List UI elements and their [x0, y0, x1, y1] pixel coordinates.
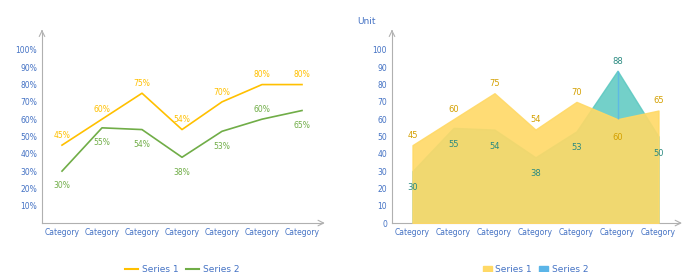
- Text: 60: 60: [448, 105, 458, 114]
- Text: 45%: 45%: [54, 131, 71, 140]
- Text: 60%: 60%: [94, 105, 111, 114]
- Text: 53%: 53%: [214, 142, 230, 151]
- Text: 60%: 60%: [253, 105, 270, 114]
- Text: 54%: 54%: [134, 140, 150, 149]
- Text: 65: 65: [653, 96, 664, 105]
- Text: 54: 54: [489, 142, 500, 151]
- Text: 38%: 38%: [174, 168, 190, 177]
- Text: 54%: 54%: [174, 115, 190, 124]
- Text: 45: 45: [407, 131, 418, 140]
- Text: 54: 54: [531, 115, 540, 124]
- Text: 88: 88: [612, 57, 623, 66]
- Text: 75: 75: [489, 79, 500, 88]
- Text: 55: 55: [448, 140, 458, 149]
- Text: 70: 70: [571, 88, 582, 97]
- Text: 80%: 80%: [253, 70, 270, 79]
- Text: 30%: 30%: [54, 181, 71, 190]
- Text: Unit: Unit: [358, 17, 376, 26]
- Text: 38: 38: [530, 169, 541, 178]
- Text: 50: 50: [653, 149, 664, 157]
- Text: 80%: 80%: [293, 70, 310, 79]
- Text: 65%: 65%: [293, 121, 310, 130]
- Text: 60: 60: [612, 133, 623, 142]
- Text: 75%: 75%: [134, 79, 150, 88]
- Text: 30: 30: [407, 183, 418, 192]
- Text: 53: 53: [571, 143, 582, 152]
- Text: 70%: 70%: [214, 88, 230, 97]
- Legend: Series 1, Series 2: Series 1, Series 2: [479, 262, 592, 272]
- Text: 55%: 55%: [94, 138, 111, 147]
- Legend: Series 1, Series 2: Series 1, Series 2: [121, 262, 243, 272]
